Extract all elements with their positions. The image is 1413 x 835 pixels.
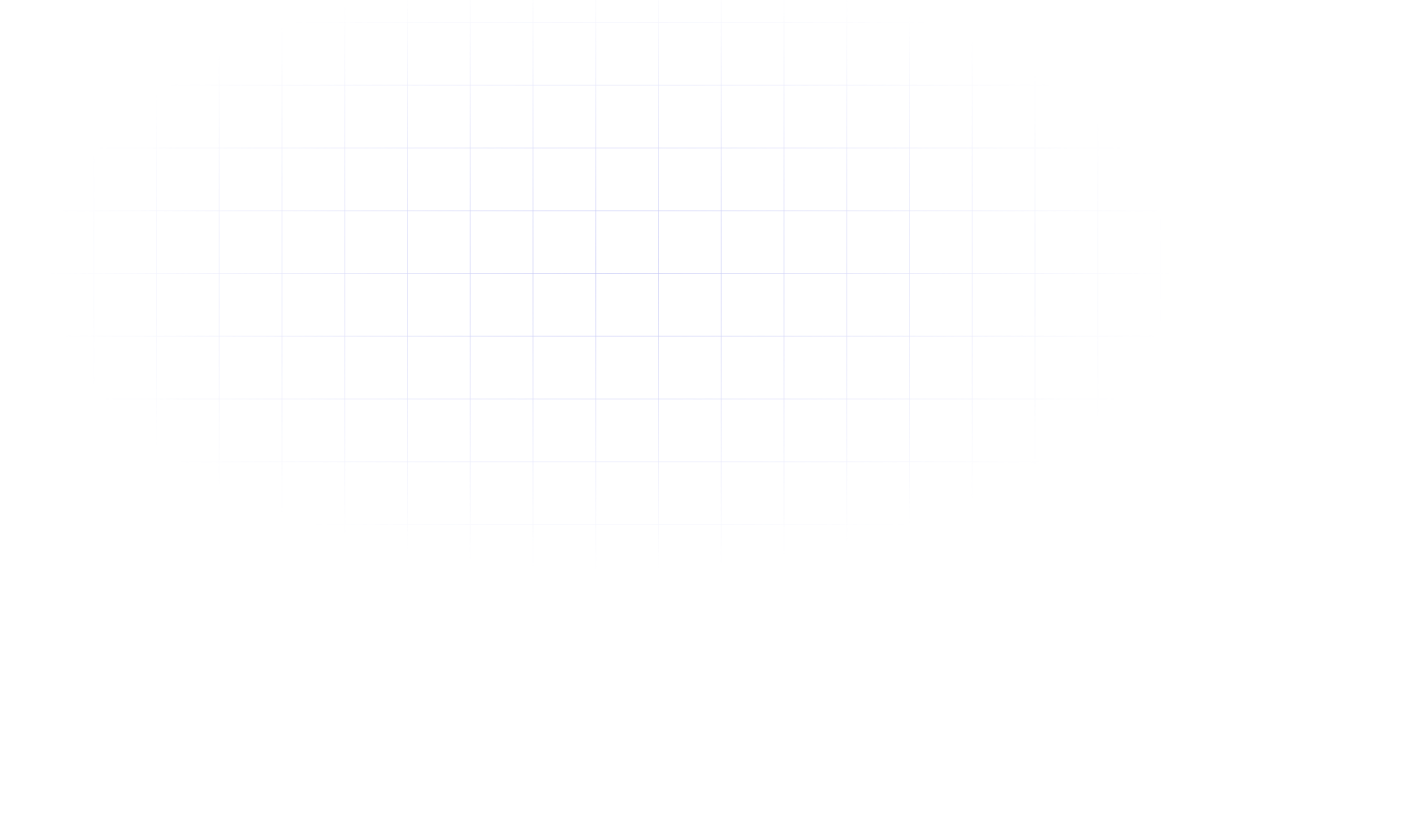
page-body [0, 0, 1413, 835]
background-grid [0, 0, 1413, 835]
page [0, 0, 1413, 835]
